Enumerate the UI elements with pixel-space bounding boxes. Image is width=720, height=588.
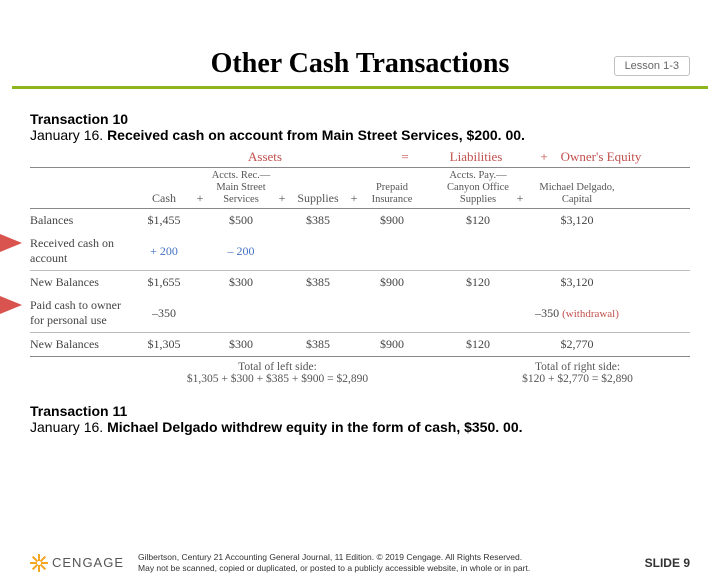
transaction-10: Transaction 10 January 16. Received cash… [30, 111, 690, 143]
nb1-ar: $300 [207, 275, 275, 290]
col-ar-l1: Accts. Rec.— [207, 170, 275, 182]
lbl-received-l2: account [30, 251, 135, 266]
trans10-date: January 16. [30, 127, 107, 143]
bal-ap: $120 [443, 213, 513, 228]
slide-number: SLIDE 9 [645, 556, 690, 570]
nb2-ap: $120 [443, 337, 513, 352]
row-newbal-2: New Balances $1,305 $300 $385 $900 $120 … [30, 333, 690, 357]
col-ap-l1: Accts. Pay.— [443, 170, 513, 182]
bal-prepaid: $900 [361, 213, 423, 228]
nb2-cash: $1,305 [135, 337, 193, 352]
title-underline [12, 86, 708, 89]
col-ar: Accts. Rec.— Main Street Services [207, 170, 275, 206]
lbl-paid-l2: for personal use [30, 313, 135, 328]
copy-l1: Gilbertson, Century 21 Accounting Genera… [138, 552, 645, 563]
totals-right: Total of right side: $120 + $2,770 = $2,… [465, 361, 690, 385]
nb1-prepaid: $900 [361, 275, 423, 290]
hdr-oe: Owner's Equity [551, 149, 651, 165]
col-supplies: Supplies [289, 191, 347, 206]
totals-left-l1: Total of left side: [90, 361, 465, 373]
copyright-text: Gilbertson, Century 21 Accounting Genera… [138, 552, 645, 574]
col-ap: Accts. Pay.— Canyon Office Supplies [443, 170, 513, 206]
row-newbal-1: New Balances $1,655 $300 $385 $900 $120 … [30, 271, 690, 294]
col-plus-4: + [513, 191, 527, 206]
paid-oe-note: (withdrawal) [562, 308, 619, 320]
recv-ar: – 200 [207, 244, 275, 259]
hdr-liab: Liabilities [415, 149, 537, 165]
nb2-supplies: $385 [289, 337, 347, 352]
paid-oe: –350 (withdrawal) [527, 306, 627, 321]
trans11-heading: Transaction 11 [30, 403, 690, 419]
totals-right-l2: $120 + $2,770 = $2,890 [465, 373, 690, 385]
totals-row: Total of left side: $1,305 + $300 + $385… [30, 361, 690, 385]
trans11-body: January 16. Michael Delgado withdrew equ… [30, 419, 690, 435]
nb1-supplies: $385 [289, 275, 347, 290]
paid-oe-val: –350 [535, 306, 559, 320]
lbl-received: Received cash on account [30, 236, 135, 266]
col-prepaid-l1: Prepaid [361, 182, 423, 194]
nb2-prepaid: $900 [361, 337, 423, 352]
nb1-ap: $120 [443, 275, 513, 290]
marker-icon-2 [0, 296, 22, 314]
accounting-equation-table: Assets = Liabilities + Owner's Equity Ca… [30, 149, 690, 385]
col-ap-l2: Canyon Office [443, 182, 513, 194]
trans10-heading: Transaction 10 [30, 111, 690, 127]
bal-cash: $1,455 [135, 213, 193, 228]
nb2-oe: $2,770 [527, 337, 627, 352]
lbl-newbal-1: New Balances [30, 275, 135, 290]
bal-supplies: $385 [289, 213, 347, 228]
trans10-desc: Received cash on account from Main Stree… [107, 127, 525, 143]
col-oe-l2: Capital [527, 194, 627, 206]
col-plus-3: + [347, 191, 361, 206]
lbl-newbal-2: New Balances [30, 337, 135, 352]
col-oe-l1: Michael Delgado, [527, 182, 627, 194]
col-prepaid-l2: Insurance [361, 194, 423, 206]
paid-cash: –350 [135, 306, 193, 321]
row-paid: Paid cash to owner for personal use –350… [30, 294, 690, 333]
hdr-eq: = [395, 149, 415, 165]
col-ar-l2: Main Street [207, 182, 275, 194]
row-received: Received cash on account + 200 – 200 [30, 232, 690, 271]
column-headers: Cash + Accts. Rec.— Main Street Services… [30, 168, 690, 209]
hdr-assets: Assets [135, 149, 395, 165]
logo-text: CENGAGE [52, 555, 124, 570]
lesson-badge: Lesson 1-3 [614, 56, 690, 76]
nb1-cash: $1,655 [135, 275, 193, 290]
trans10-body: January 16. Received cash on account fro… [30, 127, 690, 143]
cengage-logo: CENGAGE [30, 554, 124, 572]
nb2-ar: $300 [207, 337, 275, 352]
lbl-paid: Paid cash to owner for personal use [30, 298, 135, 328]
totals-right-l1: Total of right side: [465, 361, 690, 373]
starburst-icon [30, 554, 48, 572]
nb1-oe: $3,120 [527, 275, 627, 290]
recv-cash: + 200 [135, 244, 193, 259]
marker-icon-1 [0, 234, 22, 252]
bal-oe: $3,120 [527, 213, 627, 228]
bal-ar: $500 [207, 213, 275, 228]
trans11-date: January 16. [30, 419, 107, 435]
col-ar-l3: Services [207, 194, 275, 206]
lbl-paid-l1: Paid cash to owner [30, 298, 135, 313]
totals-left-l2: $1,305 + $300 + $385 + $900 = $2,890 [90, 373, 465, 385]
row-balances: Balances $1,455 $500 $385 $900 $120 $3,1… [30, 209, 690, 232]
transaction-11: Transaction 11 January 16. Michael Delga… [30, 403, 690, 435]
col-cash: Cash [135, 191, 193, 206]
page-title: Other Cash Transactions [0, 48, 720, 80]
trans11-desc: Michael Delgado withdrew equity in the f… [107, 419, 522, 435]
copy-l2: May not be scanned, copied or duplicated… [138, 563, 645, 574]
col-prepaid: Prepaid Insurance [361, 182, 423, 206]
equation-header-row: Assets = Liabilities + Owner's Equity [30, 149, 690, 168]
totals-left: Total of left side: $1,305 + $300 + $385… [30, 361, 465, 385]
footer: CENGAGE Gilbertson, Century 21 Accountin… [30, 552, 690, 574]
col-plus-1: + [193, 191, 207, 206]
lbl-balances: Balances [30, 213, 135, 228]
lbl-received-l1: Received cash on [30, 236, 135, 251]
hdr-plus: + [537, 149, 551, 165]
col-ap-l3: Supplies [443, 194, 513, 206]
col-oe: Michael Delgado, Capital [527, 182, 627, 206]
col-plus-2: + [275, 191, 289, 206]
